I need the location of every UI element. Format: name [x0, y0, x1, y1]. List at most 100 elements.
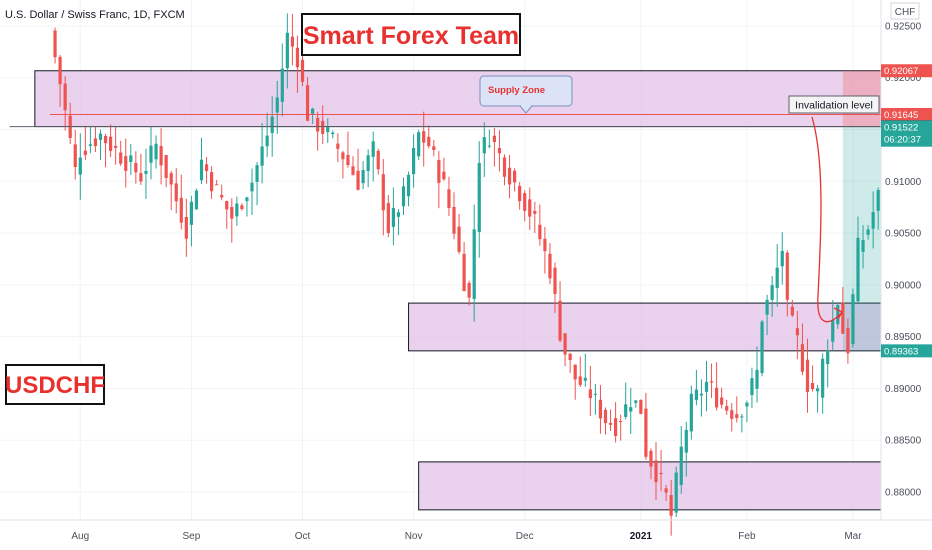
horizontal-lines[interactable] — [9, 113, 881, 128]
candle-body — [437, 160, 441, 183]
y-tick-label: 0.89500 — [885, 332, 922, 343]
candle-body — [775, 267, 779, 288]
candle-body — [694, 389, 698, 400]
candle-body — [709, 381, 714, 383]
candle-body — [381, 174, 385, 211]
candle-body — [371, 141, 375, 157]
supply-zone-label: Supply Zone — [488, 85, 545, 96]
candle-body — [679, 446, 683, 485]
candle-body — [780, 250, 784, 267]
candle-body — [406, 174, 411, 197]
candle-body — [452, 206, 456, 234]
y-tick-label: 0.89000 — [885, 384, 922, 395]
candle-body — [78, 157, 82, 175]
candle-body — [588, 389, 592, 399]
candle-body — [442, 171, 446, 180]
candle-body — [795, 328, 799, 336]
price-tag-countdown: 06:20:37 — [884, 135, 921, 146]
candle-body — [189, 201, 193, 225]
candle-body — [608, 422, 613, 425]
candle-body — [300, 59, 305, 82]
candle-body — [391, 207, 395, 227]
candle-body — [386, 203, 390, 233]
candle-body — [477, 162, 481, 233]
arrow-head-icon — [833, 307, 843, 320]
candle-body — [644, 408, 648, 457]
y-axis: 0.925000.920000.915000.910000.905000.900… — [885, 21, 922, 498]
price-tag — [881, 64, 932, 78]
candle-body — [871, 212, 875, 229]
candle-body — [356, 170, 360, 190]
brand-box — [301, 13, 521, 56]
candle-body — [876, 190, 880, 211]
candle-body — [311, 108, 315, 114]
candle-body — [129, 155, 133, 163]
candle-body — [649, 450, 653, 467]
candle-body — [720, 397, 724, 405]
candle-body — [810, 382, 815, 390]
symbol-title: U.S. Dollar / Swiss Franc, 1D, FXCM — [5, 9, 185, 21]
candle-body — [366, 155, 370, 171]
candle-body — [230, 206, 234, 219]
candle-body — [53, 30, 57, 58]
zone-rect — [408, 302, 882, 352]
candle-body — [482, 137, 486, 154]
candle-body — [245, 197, 249, 202]
candle-body — [351, 166, 355, 175]
x-tick-label: Sep — [183, 531, 201, 542]
candle-body — [295, 47, 300, 68]
candle-body — [563, 333, 567, 355]
candle-body — [664, 488, 668, 493]
candle-body — [215, 184, 219, 186]
candle-body — [765, 299, 769, 315]
price-scale[interactable] — [881, 0, 932, 550]
candle-body — [210, 172, 214, 192]
candle-body — [290, 36, 294, 47]
candle-body — [502, 157, 507, 177]
candle-body — [507, 167, 512, 185]
candle-body — [316, 117, 320, 132]
candle-body — [432, 146, 436, 150]
candle-body — [199, 159, 204, 181]
position-tool[interactable] — [842, 70, 881, 351]
candle-body — [401, 186, 406, 207]
y-tick-label: 0.90500 — [885, 229, 922, 240]
candle-body — [361, 170, 365, 184]
candle-body — [513, 170, 517, 183]
candle-body — [98, 133, 103, 140]
candle-body — [861, 240, 865, 252]
candle-body — [250, 182, 254, 192]
candle-body — [396, 212, 401, 217]
candle-body — [134, 162, 138, 173]
candle-body — [745, 402, 749, 407]
candle-body — [518, 185, 522, 202]
candle-body — [654, 460, 658, 483]
candle-body — [63, 83, 67, 111]
candle-body — [184, 216, 188, 239]
candle-body — [629, 407, 633, 412]
candle-body — [578, 376, 582, 385]
x-tick-label: 2021 — [630, 531, 653, 542]
x-tick-label: Oct — [295, 531, 311, 542]
pair-label: USDCHF — [5, 372, 105, 399]
candle-body — [412, 147, 416, 175]
candle-body — [240, 205, 244, 210]
candle-body — [816, 388, 820, 392]
candle-body — [88, 144, 92, 146]
candle-body — [573, 364, 577, 380]
price-tags: 0.920670.916450.915280.9152206:20:370.89… — [881, 64, 932, 358]
candle-body — [487, 145, 491, 147]
candle-body — [598, 399, 603, 419]
candle-body — [144, 170, 148, 174]
candle-body — [417, 132, 421, 157]
candle-body — [826, 350, 830, 365]
candle-body — [119, 152, 123, 164]
currency-box[interactable] — [890, 2, 920, 20]
x-axis: Aug Sep Oct Nov Dec 2021 Feb Mar — [71, 531, 862, 542]
candle-body — [341, 152, 345, 160]
candle-body — [533, 210, 537, 214]
candle-body — [821, 358, 825, 398]
candle-body — [543, 238, 547, 252]
candle-body — [93, 138, 98, 147]
